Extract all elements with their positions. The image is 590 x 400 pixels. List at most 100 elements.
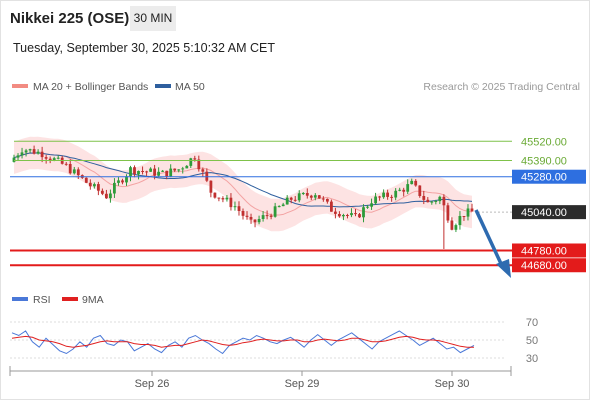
level-label: 45040.00	[521, 207, 567, 219]
candle	[313, 193, 317, 201]
candle	[418, 185, 422, 198]
candle	[285, 195, 289, 205]
candle	[173, 168, 177, 172]
chart-datetime: Tuesday, September 30, 2025 5:10:32 AM C…	[13, 41, 275, 55]
candle	[273, 202, 277, 218]
candle	[446, 202, 450, 223]
level-label: 45280.00	[521, 172, 567, 184]
x-tick-label: Sep 26	[135, 378, 170, 390]
candle	[93, 182, 96, 189]
candle	[129, 165, 132, 182]
rsi-ma-legend-label: 9MA	[82, 294, 104, 306]
candle	[470, 203, 474, 212]
rsi-ma-legend-swatch	[62, 297, 78, 301]
ma20-legend-swatch	[12, 84, 28, 88]
candle	[394, 188, 398, 201]
candle	[462, 216, 466, 221]
candle	[24, 148, 28, 157]
x-tick-label: Sep 29	[285, 378, 320, 390]
candle	[137, 170, 140, 180]
candle	[197, 155, 201, 172]
candle	[28, 148, 32, 153]
candle	[338, 211, 341, 218]
candle	[402, 187, 406, 197]
candle	[149, 167, 152, 172]
candle	[177, 169, 181, 173]
candle	[125, 174, 128, 186]
candle	[229, 193, 233, 211]
candle	[72, 166, 76, 175]
candle	[434, 199, 438, 205]
candle	[101, 188, 104, 196]
candle	[330, 199, 333, 212]
candle	[366, 204, 369, 209]
candle	[309, 194, 313, 201]
candle	[88, 179, 92, 190]
candle	[217, 197, 221, 202]
candle	[249, 213, 253, 224]
level-label: 44780.00	[521, 245, 567, 257]
candle	[293, 196, 297, 202]
candle	[430, 200, 434, 205]
levels-layer: 45520.00 45390.00 45280.00 45040.00 44780.00…	[10, 136, 586, 273]
candle	[346, 213, 349, 219]
candle	[205, 168, 209, 183]
candle	[97, 181, 100, 196]
candle	[117, 177, 120, 186]
level-resistance: 45520.00	[14, 136, 567, 148]
candle	[390, 194, 393, 202]
ma50-line	[13, 152, 473, 208]
candle	[209, 180, 213, 198]
forecast-arrow	[474, 209, 511, 278]
candle	[241, 208, 245, 220]
candle	[317, 195, 321, 199]
candle	[466, 204, 470, 221]
copyright-text: Research © 2025 Trading Central	[423, 81, 580, 93]
candle	[157, 167, 160, 177]
price-layer	[12, 136, 474, 250]
candle	[253, 219, 257, 228]
x-axis-ticks: Sep 26 Sep 29 Sep 30	[135, 371, 469, 390]
timeframe-button[interactable]: 30 MIN	[130, 6, 176, 31]
candle	[68, 159, 72, 175]
ma20-legend-label: MA 20 + Bollinger Bands	[33, 81, 148, 93]
candle	[161, 169, 164, 172]
candle	[12, 154, 16, 163]
level-pivot: 45280.00	[10, 169, 586, 184]
level-label: 45520.00	[521, 136, 567, 148]
candle	[221, 196, 225, 203]
candle	[458, 211, 462, 230]
candle	[145, 170, 148, 176]
candle	[269, 213, 273, 220]
candle	[378, 195, 381, 201]
rsi-layer: 70 50 30	[10, 317, 538, 365]
candle	[64, 161, 68, 166]
candle	[342, 213, 345, 221]
candle	[105, 189, 108, 199]
candle	[121, 178, 124, 185]
candle	[358, 212, 361, 218]
rsi-ma-line	[11, 335, 474, 348]
rsi-tick-label: 30	[526, 353, 538, 365]
candle	[109, 189, 112, 203]
instrument-title: Nikkei 225 (OSE)	[10, 10, 130, 27]
candle	[185, 165, 189, 169]
candle	[297, 190, 301, 203]
candle	[406, 179, 410, 195]
candle	[245, 211, 249, 220]
candle	[438, 195, 442, 205]
level-label: 45390.00	[521, 155, 567, 167]
candle	[450, 217, 454, 231]
candle	[454, 223, 458, 233]
candle	[48, 156, 52, 164]
candle	[410, 178, 414, 185]
rsi-legend-swatch	[12, 297, 28, 301]
candle	[181, 166, 185, 174]
candle	[305, 188, 309, 199]
candle	[321, 196, 325, 202]
ma20-line	[13, 152, 473, 216]
candle	[213, 192, 217, 199]
candle	[40, 146, 44, 163]
rsi-tick-label: 70	[526, 317, 538, 329]
